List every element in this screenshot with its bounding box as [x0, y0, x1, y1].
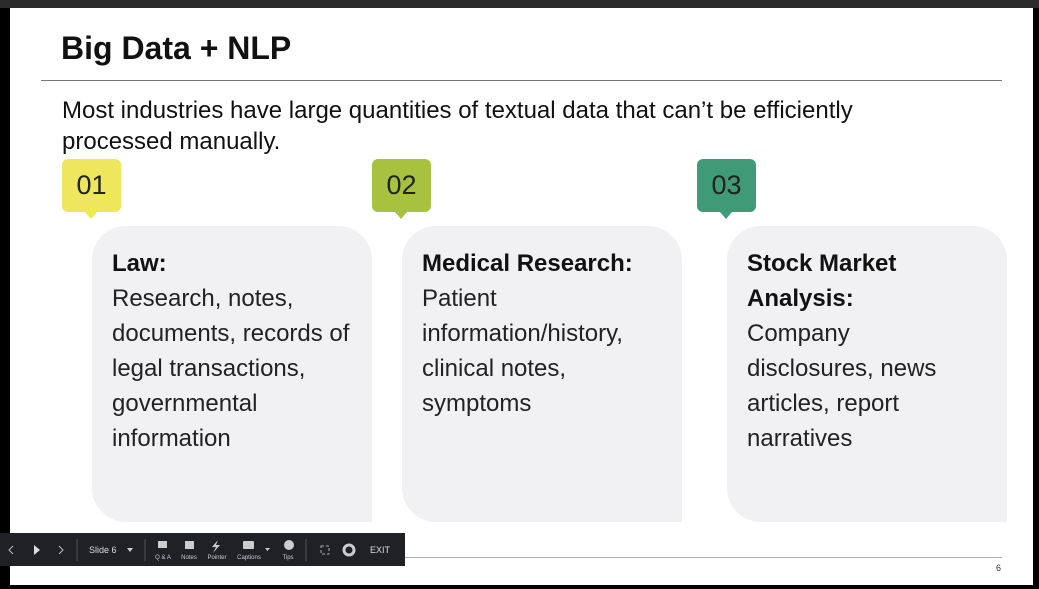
card: Stock Market Analysis: Company disclosure…: [727, 226, 1007, 522]
button-label[interactable]: Pointer: [207, 555, 227, 561]
captions-icon[interactable]: [243, 541, 254, 549]
card: Medical Research: Patient information/his…: [402, 226, 682, 522]
qa-icon[interactable]: [158, 541, 167, 548]
pointer-icon[interactable]: [212, 540, 220, 553]
button-label[interactable]: Q & A: [155, 555, 171, 561]
browser-bar: [0, 0, 1039, 8]
footer-rule: [400, 557, 1002, 558]
card-body: Patient information/history, clinical no…: [422, 285, 623, 417]
play-icon[interactable]: [34, 545, 40, 555]
button-label[interactable]: Captions: [237, 555, 261, 561]
presenter-toolbar: Slide 6 Q & A Notes Pointer Captions Tip…: [0, 533, 405, 566]
dropdown-icon[interactable]: [265, 548, 270, 551]
notes-icon[interactable]: [185, 541, 194, 549]
card-heading: Law:: [112, 250, 167, 277]
fullscreen-icon[interactable]: [320, 545, 330, 555]
card-body: Research, notes, documents, records of l…: [112, 285, 350, 452]
card-body: Company disclosures, news articles, repo…: [747, 320, 937, 452]
badge: 03: [697, 159, 756, 219]
slide-selector[interactable]: Slide 6: [89, 545, 117, 555]
badge: 02: [372, 159, 431, 219]
intro-text: Most industries have large quantities of…: [62, 97, 853, 155]
card-heading: Medical Research:: [422, 250, 633, 277]
exit-button[interactable]: EXIT: [370, 545, 391, 555]
button-label[interactable]: Notes: [181, 555, 197, 561]
card-heading: Stock Market Analysis:: [747, 250, 897, 312]
slide-title: Big Data + NLP: [61, 30, 292, 66]
button-label[interactable]: Tips: [282, 555, 294, 561]
next-icon[interactable]: [58, 545, 64, 555]
badge: 01: [62, 159, 121, 219]
dropdown-icon[interactable]: [127, 548, 133, 552]
card: Law: Research, notes, documents, records …: [92, 226, 372, 522]
settings-icon[interactable]: [342, 543, 356, 557]
tips-icon[interactable]: [284, 540, 294, 550]
prev-icon[interactable]: [8, 545, 14, 555]
toolbar-icons: [8, 539, 356, 561]
title-rule: [41, 80, 1002, 81]
page-number: 6: [996, 563, 1002, 573]
